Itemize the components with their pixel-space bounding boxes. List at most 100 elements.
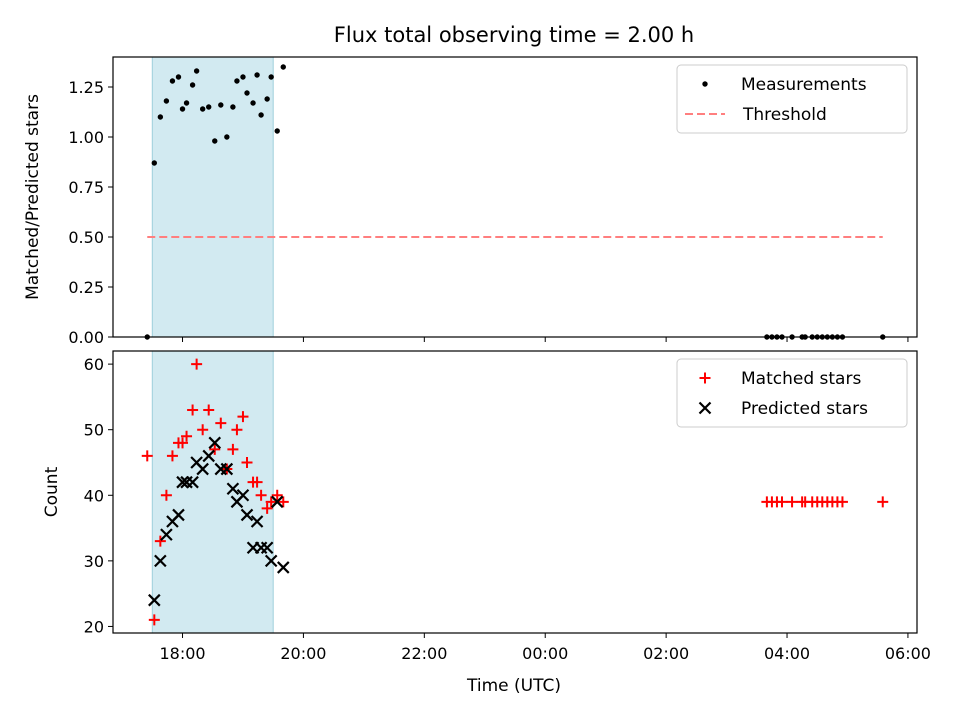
ratio-axis-ticks: 0.00 0.25 0.50 0.75 1.00 1.25: [68, 78, 909, 347]
matched-star-point: [231, 424, 243, 436]
x-tick-label: 20:00: [280, 644, 326, 663]
count-panel: 20 30 40 50 60 18:00 20:00 22:00 00:00 02:00 04:00…: [42, 350, 931, 663]
predicted-star-point: [160, 528, 173, 541]
observing-window-shade: [151, 350, 274, 634]
y-tick-label: 40: [84, 486, 104, 505]
predicted-star-point: [260, 541, 274, 555]
count-plot-series: [141, 358, 889, 626]
matched-star-point: [261, 502, 273, 514]
legend-label: Measurements: [741, 75, 867, 95]
measurement-point: [258, 112, 264, 118]
ratio-y-axis-label: Matched/Predicted stars: [23, 94, 43, 300]
predicted-star-point: [250, 515, 264, 528]
matched-star-point: [241, 456, 253, 468]
predicted-star-point: [196, 462, 209, 476]
y-tick-label: 0.50: [68, 228, 104, 247]
y-tick-label: 0.25: [68, 278, 104, 297]
y-tick-label: 0.75: [68, 178, 104, 197]
matched-star-point: [277, 496, 289, 508]
measurement-point: [234, 78, 240, 84]
measurement-point: [163, 98, 170, 104]
matched-star-point: [154, 535, 166, 547]
count-y-axis-label: Count: [42, 466, 62, 517]
matched-star-point: [187, 404, 199, 416]
x-tick-label: 00:00: [522, 644, 568, 663]
legend-marker: [702, 81, 708, 87]
predicted-star-point: [148, 593, 161, 607]
matched-star-point: [181, 430, 193, 442]
predicted-star-point: [264, 554, 278, 568]
predicted-star-point: [236, 489, 250, 502]
measurement-point: [193, 68, 200, 74]
count-axis-ticks: 20 30 40 50 60 18:00 20:00 22:00 00:00 02:00 04:00…: [84, 355, 931, 663]
measurement-point: [268, 74, 274, 80]
observing-window-shade: [151, 56, 274, 338]
x-tick-label: 18:00: [159, 644, 205, 663]
y-tick-label: 0.00: [68, 328, 104, 347]
measurement-point: [264, 96, 270, 102]
legend-box: [676, 64, 908, 134]
matched-star-point: [209, 443, 221, 455]
ratio-plot-series: [144, 64, 886, 340]
legend-marker: [698, 401, 712, 415]
matched-star-point: [255, 489, 267, 501]
x-tick-label: 22:00: [401, 644, 447, 663]
matched-star-point: [251, 476, 263, 488]
predicted-star-point: [154, 554, 167, 568]
count-legend: Matched stars Predicted stars: [676, 358, 908, 428]
legend-box: [676, 358, 908, 428]
predicted-star-point: [276, 561, 290, 574]
predicted-star-point: [220, 462, 234, 476]
ratio-legend: Measurements Threshold: [676, 64, 908, 134]
y-tick-label: 20: [84, 617, 104, 636]
predicted-star-point: [240, 508, 254, 522]
predicted-star-point: [186, 475, 199, 489]
measurement-point: [218, 102, 224, 108]
legend-label: Threshold: [742, 105, 827, 125]
ratio-axes-frame: [112, 56, 918, 338]
figure-title: Flux total observing time = 2.00 h: [334, 23, 694, 47]
y-tick-label: 60: [84, 355, 104, 374]
predicted-star-point: [172, 508, 185, 522]
measurement-point: [157, 114, 164, 120]
legend-marker: [699, 372, 711, 384]
measurement-point: [151, 160, 158, 166]
x-axis-label: Time (UTC): [466, 676, 561, 696]
measurement-point: [212, 138, 218, 144]
matched-star-point: [197, 424, 209, 436]
predicted-star-point: [202, 449, 215, 463]
measurement-point: [230, 104, 236, 110]
matched-star-point: [776, 496, 788, 508]
measurement-point: [183, 100, 190, 106]
predicted-star-point: [226, 482, 240, 495]
observing-window-band: [151, 350, 274, 634]
matched-star-point: [836, 496, 848, 508]
matched-star-point: [191, 358, 203, 370]
ratio-panel: 0.00 0.25 0.50 0.75 1.00 1.25 Matched/Predict…: [23, 56, 918, 347]
measurement-point: [206, 104, 212, 110]
matched-star-point: [265, 496, 277, 508]
y-tick-label: 1.00: [68, 128, 104, 147]
matched-star-point: [786, 496, 798, 508]
measurement-point: [179, 106, 186, 112]
matched-star-point: [215, 417, 227, 429]
y-tick-label: 1.25: [68, 78, 104, 97]
predicted-star-point: [208, 436, 222, 450]
x-tick-label: 06:00: [885, 644, 931, 663]
matched-star-point: [203, 404, 215, 416]
measurement-point: [254, 72, 260, 78]
matched-star-point: [160, 489, 172, 501]
count-axes-frame: [112, 350, 918, 634]
matched-star-point: [227, 443, 239, 455]
predicted-star-point: [176, 475, 189, 489]
matched-star-point: [177, 437, 189, 449]
matched-star-point: [237, 411, 249, 423]
legend-label: Predicted stars: [741, 399, 868, 419]
predicted-star-point: [270, 495, 284, 509]
legend-label: Matched stars: [741, 369, 861, 389]
measurement-point: [250, 100, 256, 106]
matched-star-point: [271, 489, 283, 501]
measurement-point: [244, 90, 250, 96]
y-tick-label: 30: [84, 552, 104, 571]
